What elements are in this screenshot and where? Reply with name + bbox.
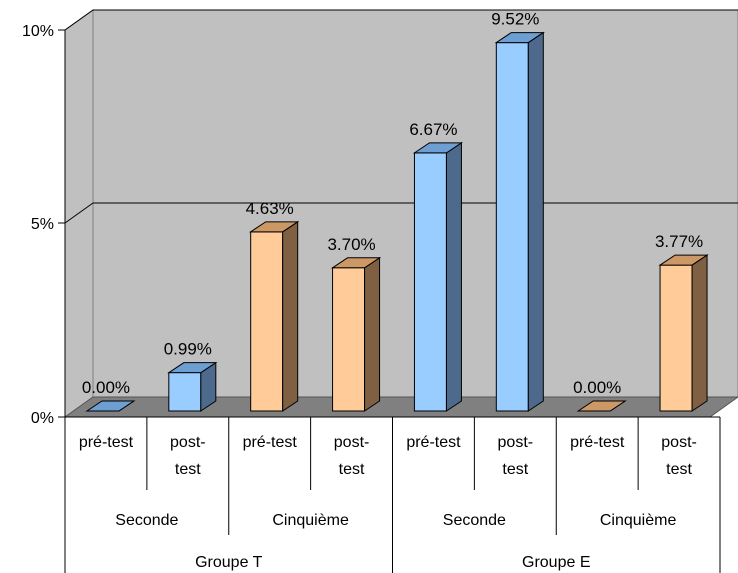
data-label: 0.99% <box>164 340 212 359</box>
bar-front <box>495 42 529 412</box>
bar-top <box>330 257 382 269</box>
data-label: 6.67% <box>409 120 457 139</box>
x-axis-labels: pré-test post-test pré-test post-test pré-te… <box>79 417 721 573</box>
category-label: test <box>502 461 528 478</box>
category-label: pré-test <box>243 434 298 451</box>
y-tick-label-5: 5% <box>31 216 54 233</box>
bar-front <box>250 231 284 412</box>
category-label: post- <box>334 434 370 451</box>
bars-group: 0.00% 0.99% 4.63% 3.70% 6.67% 9.52% 0.00% 3.77% <box>82 10 709 412</box>
chart-floor <box>63 396 738 418</box>
group-label: Cinquième <box>272 512 349 529</box>
category-label: test <box>339 461 365 478</box>
bar-front <box>413 152 447 412</box>
bar-side <box>691 254 708 412</box>
bar <box>412 141 464 412</box>
bar-top <box>658 254 709 266</box>
bar <box>494 31 545 412</box>
data-label: 3.77% <box>655 232 703 251</box>
category-label: pré-test <box>79 434 134 451</box>
y-tick-label-10: 10% <box>22 23 54 40</box>
bar-front <box>332 267 366 412</box>
bar-top <box>412 142 464 154</box>
bar-front <box>659 264 693 412</box>
bar-top <box>576 400 627 412</box>
data-label: 0.00% <box>573 378 621 397</box>
category-label: pré-test <box>406 434 461 451</box>
bar <box>167 361 218 412</box>
category-label: post- <box>661 434 697 451</box>
supergroup-label: Groupe E <box>522 554 590 571</box>
bar <box>576 400 627 412</box>
bar <box>330 256 382 412</box>
category-label: post- <box>498 434 534 451</box>
supergroup-label: Groupe T <box>195 554 263 571</box>
bar-top <box>494 32 545 44</box>
data-label: 3.70% <box>327 235 375 254</box>
data-label: 4.63% <box>246 199 294 218</box>
bar-top <box>167 362 218 374</box>
bar-side <box>364 256 381 412</box>
data-label: 0.00% <box>82 378 130 397</box>
group-label: Cinquième <box>600 512 677 529</box>
bar-side <box>445 141 462 412</box>
bar <box>85 400 136 412</box>
bar <box>658 254 709 412</box>
category-label: test <box>666 461 692 478</box>
bar-top <box>249 221 300 233</box>
category-label: post- <box>170 434 206 451</box>
bar-top <box>85 400 136 412</box>
gridline-5 <box>64 202 94 224</box>
group-label: Seconde <box>115 512 178 529</box>
category-label: test <box>175 461 201 478</box>
bar-side <box>527 31 544 412</box>
group-label: Seconde <box>443 512 506 529</box>
bar-front <box>168 372 202 412</box>
data-label: 9.52% <box>491 10 539 29</box>
gridline-10 <box>64 9 94 31</box>
bar-side <box>282 220 299 412</box>
category-label: pré-test <box>570 434 625 451</box>
y-tick-label-0: 0% <box>31 410 54 427</box>
bar <box>249 220 300 412</box>
